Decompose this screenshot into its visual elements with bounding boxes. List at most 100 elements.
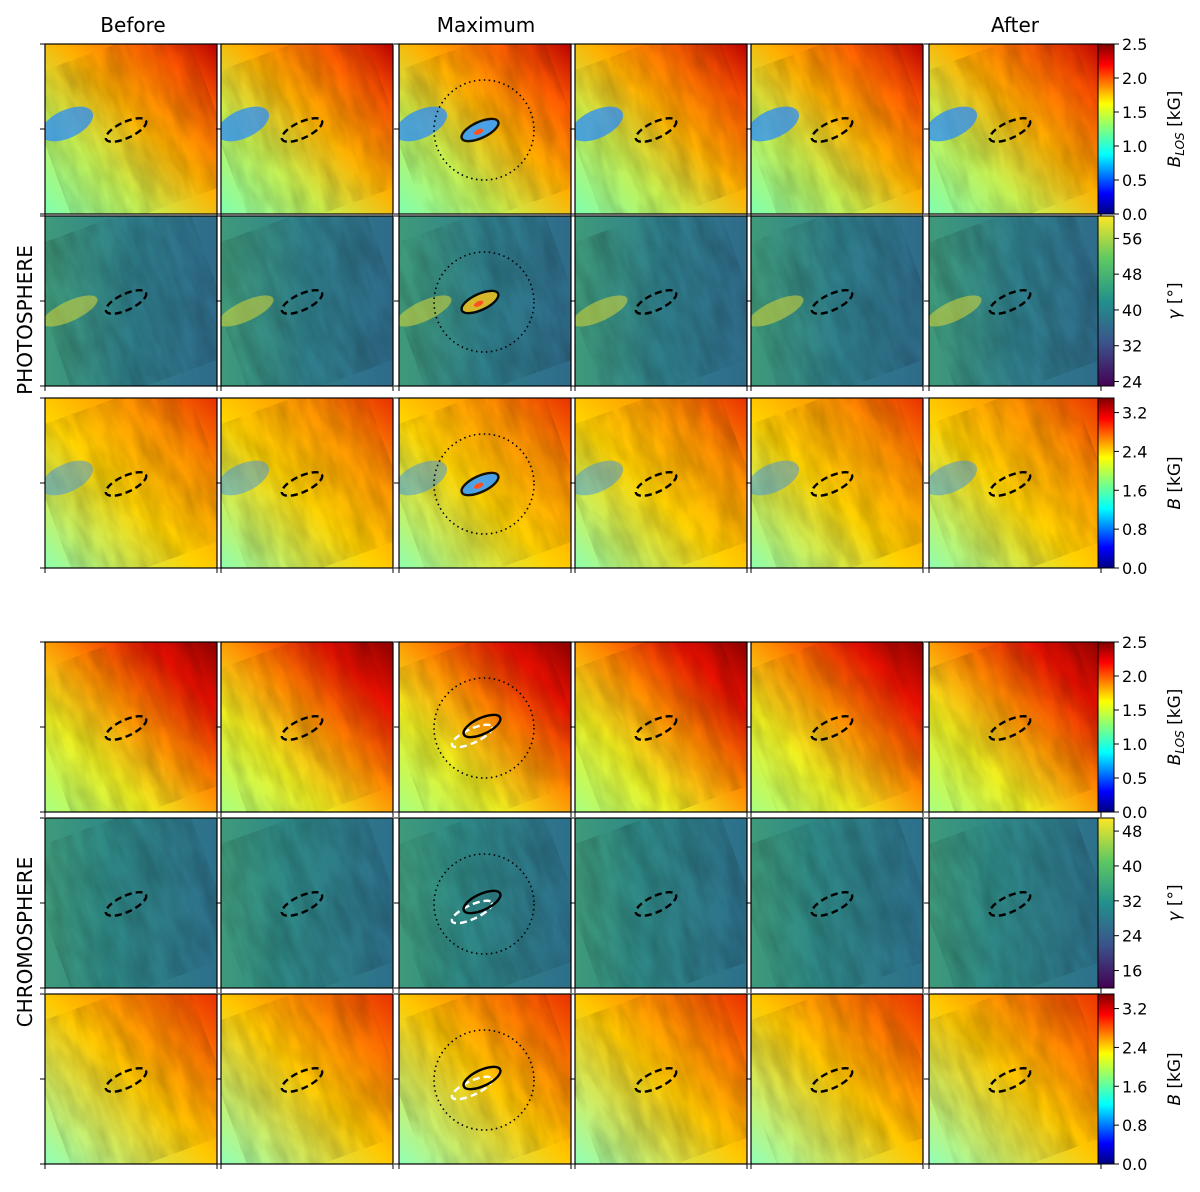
contour-dashed bbox=[280, 117, 324, 143]
contour-dashed-white bbox=[450, 723, 494, 749]
contour-dashed-white bbox=[450, 899, 494, 925]
colorbar-bar bbox=[1097, 993, 1115, 1165]
contour-dashed bbox=[104, 289, 148, 315]
colorbar-quantity: B bbox=[1165, 1094, 1185, 1106]
colorbar-tick-label: 40 bbox=[1122, 301, 1142, 320]
column-header-before: Before bbox=[100, 13, 165, 37]
map-panel bbox=[216, 817, 394, 993]
colorbar: 16 24 32 40 48 γ [°] bbox=[1097, 817, 1185, 989]
contour-core bbox=[473, 300, 484, 307]
colorbar-tick-label: 24 bbox=[1122, 373, 1142, 392]
region-circle bbox=[433, 853, 535, 955]
colorbar-tick-label: 2.0 bbox=[1122, 69, 1147, 88]
map-panel bbox=[924, 43, 1102, 219]
colorbar-quantity: B bbox=[1165, 156, 1185, 168]
contour-dashed bbox=[810, 1067, 854, 1093]
map-panel bbox=[394, 993, 572, 1169]
colorbar-unit: [kG] bbox=[1165, 1052, 1185, 1094]
map-panel bbox=[394, 215, 572, 391]
region-circle bbox=[433, 677, 535, 779]
contour-dashed bbox=[988, 891, 1032, 917]
map-panel bbox=[746, 397, 924, 573]
contour-solid bbox=[462, 1065, 502, 1091]
map-panel bbox=[924, 215, 1102, 391]
colorbar-tick-label: 3.2 bbox=[1122, 404, 1147, 423]
colorbar-unit: [°] bbox=[1165, 282, 1185, 309]
region-circle bbox=[433, 251, 535, 353]
section-label-photosphere: PHOTOSPHERE bbox=[13, 245, 37, 395]
contour-dashed bbox=[634, 117, 678, 143]
map-panel bbox=[746, 43, 924, 219]
colorbar-unit: [kG] bbox=[1165, 689, 1185, 731]
colorbar-tick-label: 1.0 bbox=[1122, 137, 1147, 156]
map-panel bbox=[40, 641, 218, 817]
contour-dashed bbox=[280, 1067, 324, 1093]
map-panel bbox=[216, 641, 394, 817]
map-panel bbox=[394, 641, 572, 817]
colorbar-tick-label: 1.5 bbox=[1122, 701, 1147, 720]
colorbar: 0.0 0.8 1.6 2.4 3.2 B [kG] bbox=[1097, 993, 1185, 1174]
map-panel bbox=[216, 993, 394, 1169]
column-header-after: After bbox=[991, 13, 1040, 37]
colorbar-tick-label: 40 bbox=[1122, 857, 1142, 876]
colorbar-tick-label: 32 bbox=[1122, 892, 1142, 911]
contour-dashed bbox=[634, 715, 678, 741]
contour-dashed-white bbox=[450, 1075, 494, 1101]
map-panel bbox=[924, 641, 1102, 817]
colorbar-quantity: γ bbox=[1165, 911, 1185, 922]
contour-dashed bbox=[634, 1067, 678, 1093]
contour-dashed bbox=[104, 715, 148, 741]
contour-solid bbox=[462, 889, 502, 915]
contour-dashed bbox=[634, 289, 678, 315]
colorbar-tick-label: 2.0 bbox=[1122, 667, 1147, 686]
contour-dashed bbox=[634, 471, 678, 497]
contour-dashed bbox=[810, 117, 854, 143]
colorbar-quantity: γ bbox=[1165, 309, 1185, 320]
colorbar-tick-label: 56 bbox=[1122, 229, 1142, 248]
map-panel bbox=[216, 43, 394, 219]
colorbar-label: B [kG] bbox=[1165, 1052, 1185, 1105]
colorbar: 0.0 0.8 1.6 2.4 3.2 B [kG] bbox=[1097, 397, 1185, 578]
map-panel bbox=[40, 43, 218, 219]
map-panel bbox=[570, 397, 748, 573]
colorbar-tick-label: 48 bbox=[1122, 265, 1142, 284]
contour-core bbox=[473, 482, 484, 489]
column-header-maximum: Maximum bbox=[437, 13, 536, 37]
map-panel bbox=[40, 817, 218, 993]
map-panel bbox=[40, 993, 218, 1169]
map-panel bbox=[216, 397, 394, 573]
map-panel bbox=[394, 817, 572, 993]
colorbar-tick-label: 0.8 bbox=[1122, 520, 1147, 539]
colorbar-tick-label: 0.0 bbox=[1122, 559, 1147, 578]
contour-dashed bbox=[988, 715, 1032, 741]
contour-dashed bbox=[634, 891, 678, 917]
colorbar-tick-label: 0.5 bbox=[1122, 769, 1147, 788]
colorbar-bar bbox=[1097, 817, 1115, 989]
contour-dashed bbox=[810, 289, 854, 315]
contour-dashed bbox=[988, 1067, 1032, 1093]
contour-solid bbox=[462, 713, 502, 739]
contour-core bbox=[473, 128, 484, 135]
map-panel bbox=[216, 215, 394, 391]
colorbar: 0.0 0.5 1.0 1.5 2.0 2.5 BLOS [kG] bbox=[1097, 35, 1187, 224]
contour-dashed bbox=[104, 117, 148, 143]
map-panel bbox=[570, 215, 748, 391]
map-panel bbox=[570, 641, 748, 817]
map-panel bbox=[570, 817, 748, 993]
colorbar-tick-label: 24 bbox=[1122, 927, 1142, 946]
colorbar-tick-label: 48 bbox=[1122, 822, 1142, 841]
map-panel bbox=[394, 43, 572, 219]
colorbar-quantity-subscript: LOS bbox=[1173, 132, 1187, 156]
contour-dashed bbox=[810, 471, 854, 497]
contour-dashed bbox=[280, 715, 324, 741]
colorbar-bar bbox=[1097, 43, 1115, 215]
colorbar-tick-label: 0.0 bbox=[1122, 1155, 1147, 1174]
contour-dashed bbox=[810, 891, 854, 917]
contour-dashed bbox=[280, 471, 324, 497]
colorbar-label: γ [°] bbox=[1165, 282, 1185, 319]
colorbar-tick-label: 2.5 bbox=[1122, 633, 1147, 652]
colorbar-bar bbox=[1097, 215, 1115, 387]
contour-dashed bbox=[104, 471, 148, 497]
map-panel bbox=[746, 641, 924, 817]
